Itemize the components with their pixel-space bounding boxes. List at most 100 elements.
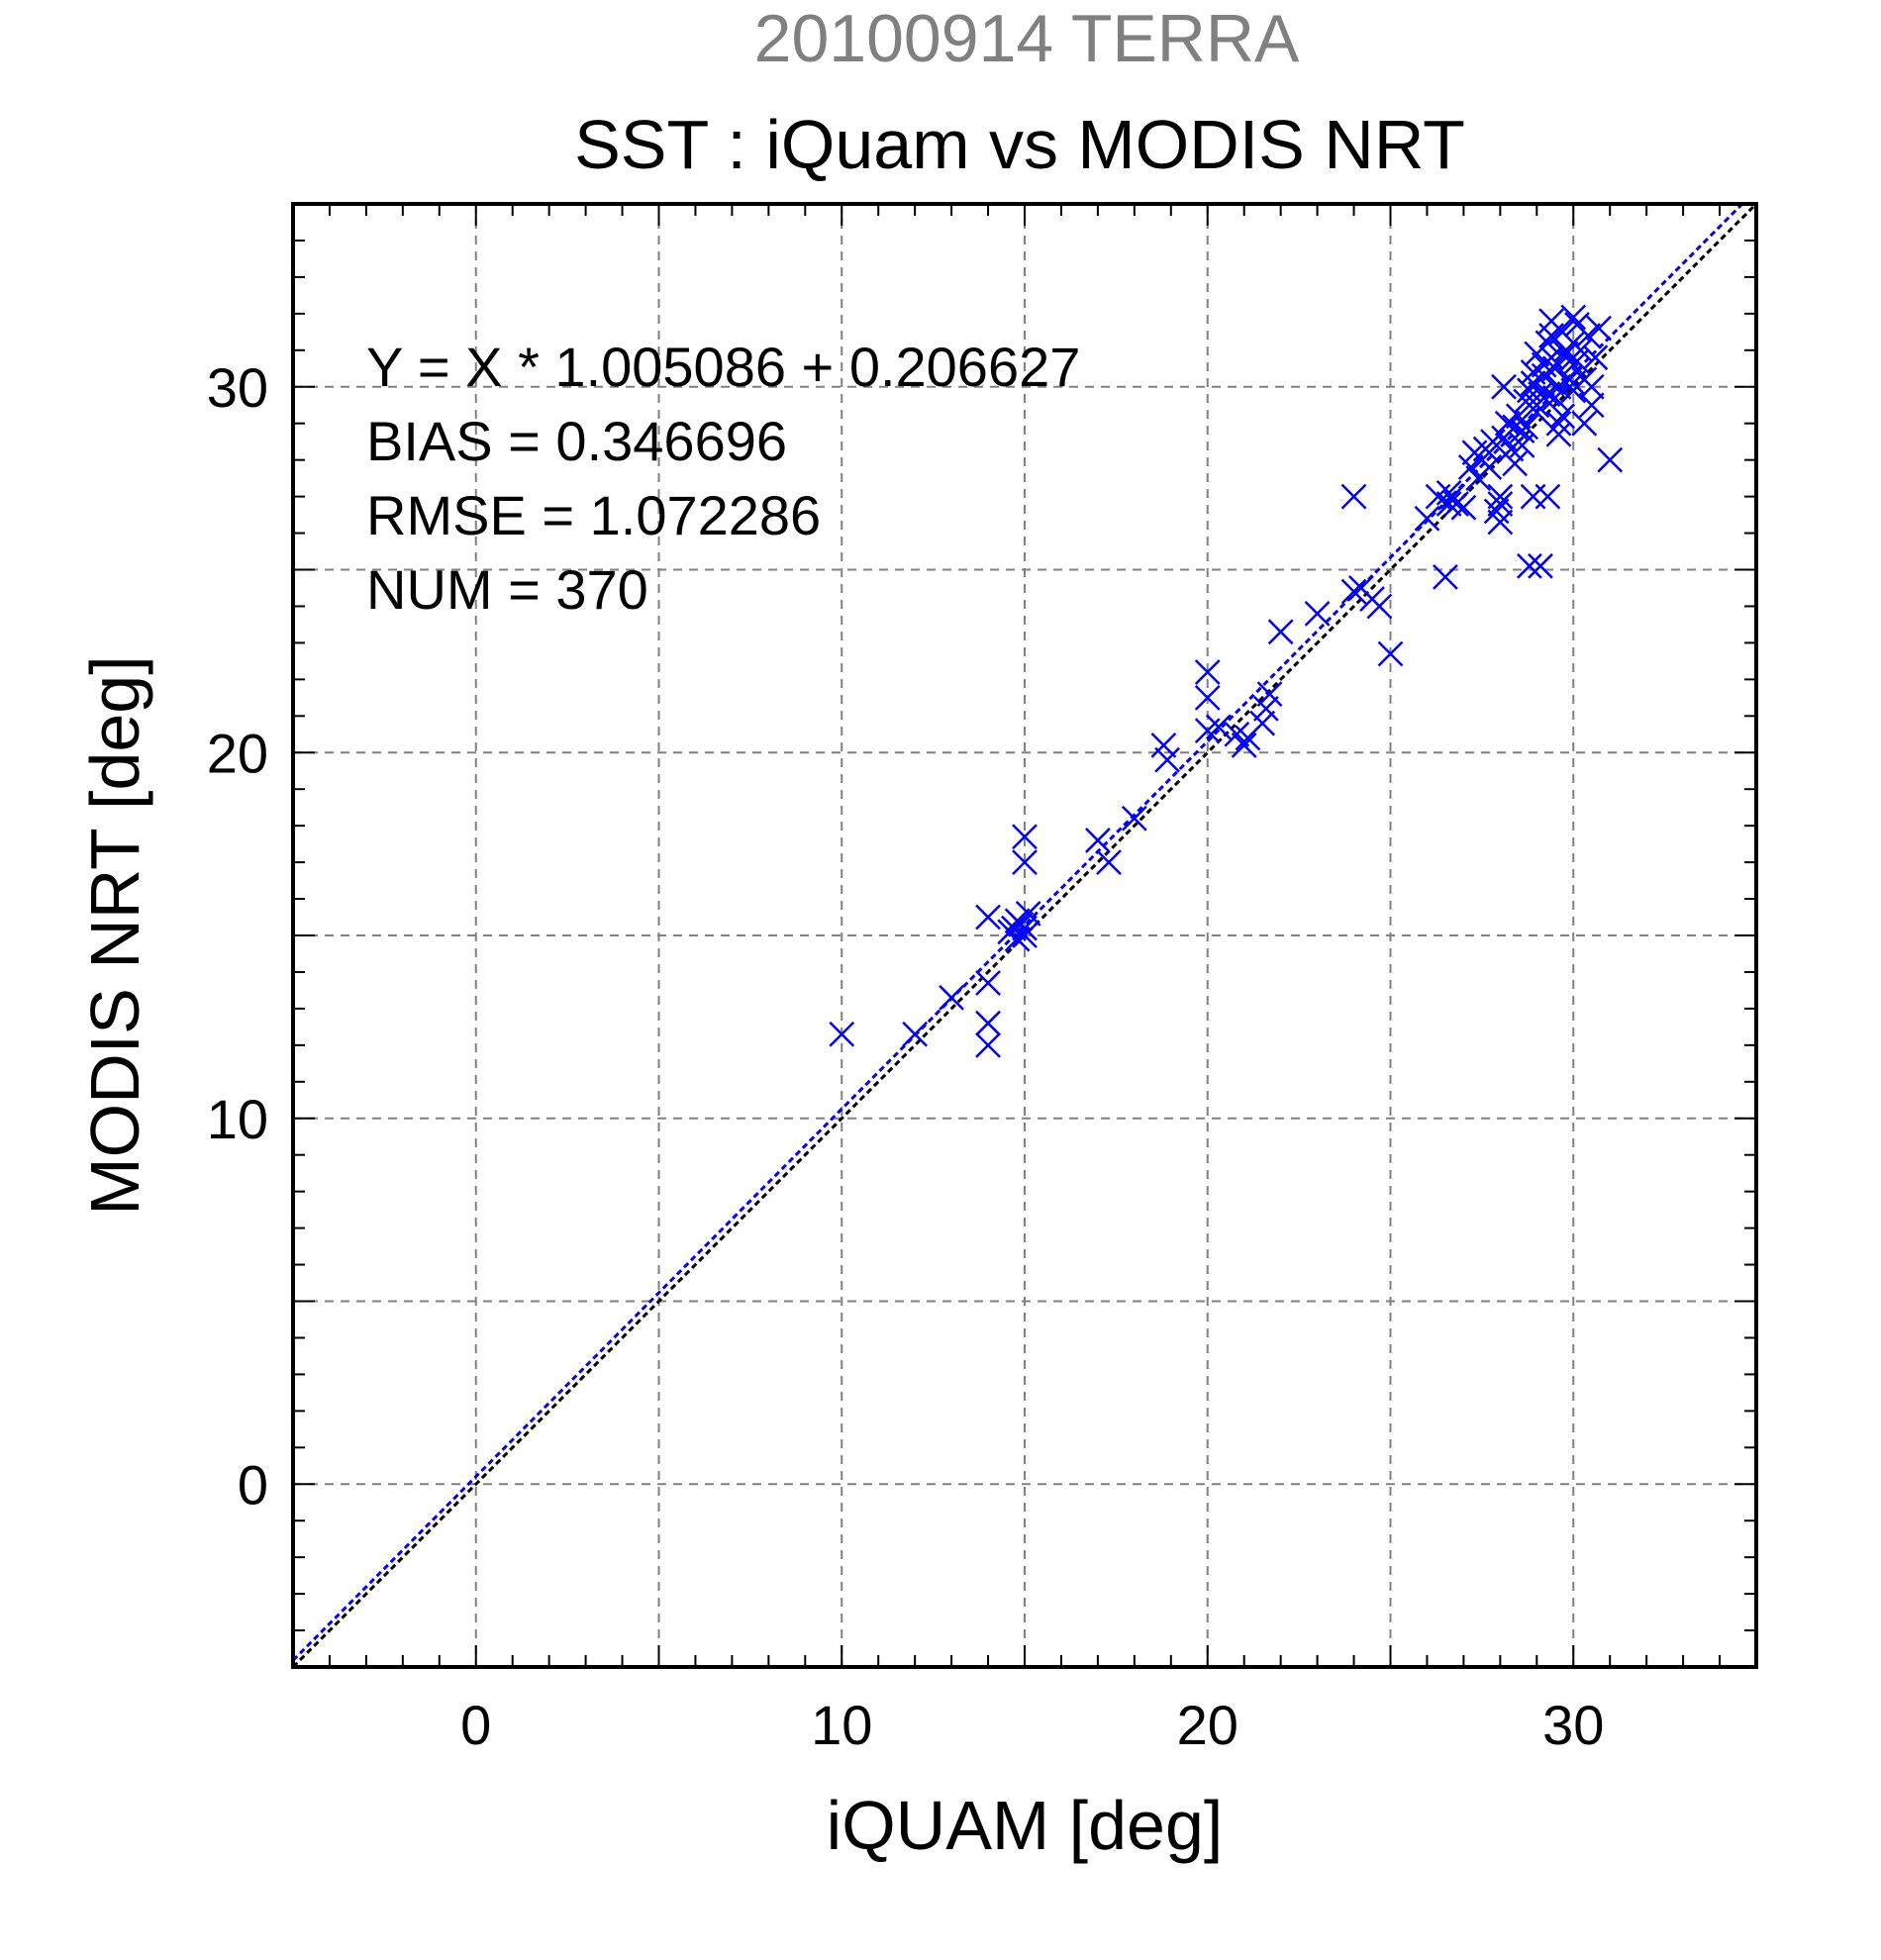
tick-labels: 0 10 20 30 0 10 20 30 xyxy=(207,356,1605,1756)
data-point xyxy=(1340,578,1367,605)
data-point xyxy=(1597,446,1624,473)
data-point xyxy=(1366,593,1393,620)
data-point-stroke xyxy=(1256,681,1283,708)
data-point-stroke xyxy=(1476,454,1503,480)
data-point-stroke xyxy=(1340,578,1367,605)
data-point xyxy=(1534,483,1561,510)
data-point-stroke xyxy=(1443,491,1469,517)
data-point xyxy=(1509,432,1535,458)
data-point xyxy=(1502,414,1529,441)
data-point xyxy=(1541,384,1568,411)
data-point-stroke xyxy=(1366,593,1393,620)
data-point-stroke xyxy=(1578,392,1605,419)
data-point-stroke xyxy=(1528,381,1553,408)
data-point-stroke xyxy=(1502,414,1529,441)
y-tick-label: 30 xyxy=(207,356,268,419)
data-point-stroke xyxy=(1304,600,1331,627)
annotation-regression-equation: Y = X * 1.005086 + 0.206627 xyxy=(366,336,1080,398)
data-point xyxy=(1524,341,1550,367)
data-point-stroke xyxy=(1520,359,1546,385)
data-point xyxy=(1487,509,1514,536)
data-point xyxy=(1205,714,1232,740)
data-point xyxy=(902,1021,929,1047)
data-point-stroke xyxy=(1571,410,1598,437)
data-point-stroke xyxy=(939,984,964,1011)
data-point xyxy=(1085,828,1111,853)
data-point-stroke xyxy=(1154,746,1180,773)
data-point-stroke xyxy=(1549,403,1576,430)
data-point-stroke xyxy=(975,1010,1001,1036)
data-point-stroke xyxy=(1483,498,1510,525)
data-point xyxy=(829,1021,855,1047)
annotation-num: NUM = 370 xyxy=(366,558,648,621)
data-point-stroke xyxy=(1586,315,1612,342)
data-point xyxy=(1564,312,1590,338)
data-point-stroke xyxy=(1487,491,1514,517)
y-tick-label: 10 xyxy=(207,1088,268,1150)
data-point-stroke xyxy=(1560,304,1587,331)
data-point xyxy=(1560,304,1587,331)
data-point xyxy=(1487,483,1514,510)
data-point-stroke xyxy=(1517,552,1542,579)
data-point xyxy=(1545,421,1572,447)
data-point xyxy=(1552,341,1579,367)
data-point-stroke xyxy=(1491,373,1517,400)
data-point-stroke xyxy=(1012,915,1038,941)
data-point-stroke xyxy=(1340,483,1367,510)
data-point xyxy=(975,970,1001,996)
data-point-stroke xyxy=(1249,710,1276,736)
data-point xyxy=(1450,494,1477,521)
data-point-stroke xyxy=(1538,323,1564,348)
data-point xyxy=(1252,696,1279,722)
data-point-stroke xyxy=(1552,341,1579,367)
data-point xyxy=(975,1031,1001,1058)
data-point xyxy=(1491,373,1517,400)
data-point xyxy=(1377,640,1404,667)
data-point xyxy=(1414,505,1440,532)
data-point-stroke xyxy=(1194,684,1221,711)
data-point xyxy=(1194,684,1221,711)
data-point xyxy=(1231,732,1257,758)
x-axis-label: iQUAM [deg] xyxy=(827,1787,1224,1864)
data-point-stroke xyxy=(1531,351,1557,378)
data-point-stroke xyxy=(902,1021,929,1047)
data-point xyxy=(1004,926,1031,952)
chart-subtitle: SST : iQuam vs MODIS NRT xyxy=(574,106,1465,183)
data-point xyxy=(1256,681,1283,708)
data-point xyxy=(1304,600,1331,627)
data-point xyxy=(1012,824,1038,850)
data-point xyxy=(1517,552,1542,579)
data-point-stroke xyxy=(1534,483,1561,510)
data-point xyxy=(1517,377,1542,404)
data-point-stroke xyxy=(1552,337,1579,363)
plot-frame xyxy=(291,202,1758,1669)
data-points xyxy=(829,304,1624,1058)
data-point-stroke xyxy=(1194,659,1221,685)
data-point xyxy=(975,1010,1001,1036)
data-point-stroke xyxy=(1524,341,1550,367)
data-point-stroke xyxy=(1150,732,1177,758)
data-point-stroke xyxy=(1012,923,1038,948)
data-point-stroke xyxy=(829,1021,855,1047)
data-point xyxy=(1457,454,1484,480)
data-point-stroke xyxy=(1252,696,1279,722)
data-point xyxy=(1012,915,1038,941)
data-point-stroke xyxy=(1513,414,1539,441)
data-point-stroke xyxy=(1096,849,1122,875)
data-point-stroke xyxy=(1267,619,1294,645)
data-point-stroke xyxy=(1520,370,1546,396)
annotation-bias: BIAS = 0.346696 xyxy=(366,410,787,472)
data-point xyxy=(1096,849,1122,875)
data-point xyxy=(1586,315,1612,342)
data-point xyxy=(1538,323,1564,348)
data-point-stroke xyxy=(1414,505,1440,532)
data-point xyxy=(1340,483,1367,510)
data-point xyxy=(1194,659,1221,685)
data-point-stroke xyxy=(1377,640,1404,667)
y-tick-label: 0 xyxy=(238,1453,268,1516)
x-tick-label: 10 xyxy=(811,1694,872,1756)
data-point-stroke xyxy=(1012,824,1038,850)
chart-title: 20100914 TERRA xyxy=(754,1,1300,76)
regression-line xyxy=(291,202,1743,1662)
data-point-stroke xyxy=(1015,900,1041,927)
